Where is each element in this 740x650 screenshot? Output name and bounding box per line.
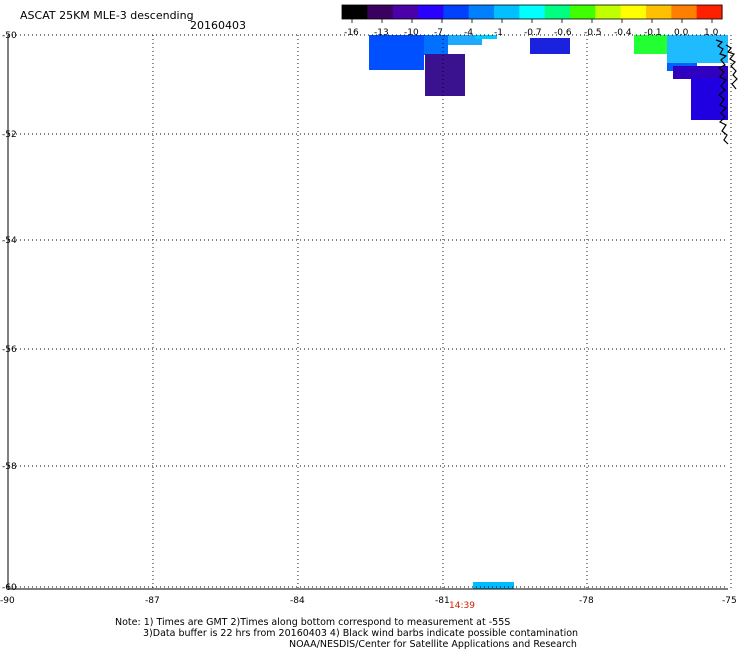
- swath-cell-c: [425, 54, 465, 96]
- lat-label: -50: [2, 31, 17, 41]
- lon-label: -84: [290, 596, 305, 606]
- colorbar-tick-label: 1.0: [704, 28, 719, 38]
- swath-cell-b: [424, 35, 448, 55]
- coastline: [715, 39, 738, 145]
- note-line-2: 3)Data buffer is 22 hrs from 20160403 4)…: [143, 628, 579, 639]
- colorbar-segment: [595, 5, 622, 19]
- colorbar-segment: [519, 5, 546, 19]
- colorbar-segment: [671, 5, 698, 19]
- lon-label: -81: [435, 596, 450, 606]
- lon-label: -90: [0, 596, 15, 606]
- colorbar-tick-label: -0.6: [554, 28, 572, 38]
- colorbar-tick-label: -7: [434, 28, 443, 38]
- swath-cell-j: [673, 66, 728, 79]
- map-date: 20160403: [190, 19, 246, 32]
- lat-label: -52: [2, 130, 17, 140]
- swath-cell-l: [473, 582, 514, 589]
- colorbar-segment: [570, 5, 596, 19]
- note-line-1: Note: 1) Times are GMT 2)Times along bot…: [115, 617, 511, 628]
- latitude-labels: -50 -52 -54 -56 -58 -60: [2, 31, 17, 593]
- colorbar-segment: [494, 5, 520, 19]
- colorbar: [341, 4, 723, 20]
- colorbar-labels: -16 -13 -10 -7 -4 -1 -0.7 -0.6 -0.5 -0.4 -0.1 0.0 1.…: [344, 19, 719, 38]
- colorbar-segment: [696, 5, 723, 19]
- swath-data: [369, 35, 728, 589]
- swath-cell-e: [475, 35, 497, 39]
- lat-label: -58: [2, 462, 17, 472]
- swath-cell-a: [369, 35, 424, 70]
- lat-label: -56: [2, 345, 17, 355]
- lon-label: -78: [579, 596, 594, 606]
- notes: Note: 1) Times are GMT 2)Times along bot…: [115, 617, 578, 650]
- colorbar-tick-label: -13: [374, 28, 389, 38]
- swath-cell-f: [530, 38, 570, 54]
- colorbar-tick-label: -1: [494, 28, 503, 38]
- colorbar-tick-label: -0.4: [614, 28, 632, 38]
- lat-label: -54: [2, 236, 17, 246]
- longitude-labels: -90 -87 -84 -81 -78 -75: [0, 596, 737, 606]
- colorbar-tick-label: 0.0: [674, 28, 689, 38]
- colorbar-tick-label: -0.7: [524, 28, 542, 38]
- map-title: ASCAT 25KM MLE-3 descending: [20, 9, 194, 22]
- colorbar-tick-label: -0.1: [644, 28, 662, 38]
- colorbar-tick-label: -10: [404, 28, 419, 38]
- colorbar-tick-label: -0.5: [584, 28, 602, 38]
- colorbar-segment: [367, 5, 394, 19]
- lon-label: -75: [722, 596, 737, 606]
- colorbar-segment: [443, 5, 470, 19]
- colorbar-segment: [468, 5, 495, 19]
- colorbar-tick-label: -16: [344, 28, 359, 38]
- colorbar-segment: [620, 5, 647, 19]
- lon-label: -87: [145, 596, 160, 606]
- time-label: 14:39: [449, 601, 475, 611]
- colorbar-segment: [342, 5, 368, 19]
- swath-cell-g: [634, 35, 668, 54]
- note-line-3: NOAA/NESDIS/Center for Satellite Applica…: [289, 639, 577, 650]
- swath-cell-d: [448, 35, 482, 45]
- colorbar-segment: [392, 5, 419, 19]
- map-frame: [7, 35, 728, 590]
- swath-cell-h: [667, 35, 728, 63]
- colorbar-segment: [418, 5, 444, 19]
- colorbar-tick-label: -4: [464, 28, 473, 38]
- colorbar-segment: [646, 5, 672, 19]
- lat-label: -60: [2, 583, 17, 593]
- graticule: [7, 34, 732, 589]
- colorbar-segment: [544, 5, 571, 19]
